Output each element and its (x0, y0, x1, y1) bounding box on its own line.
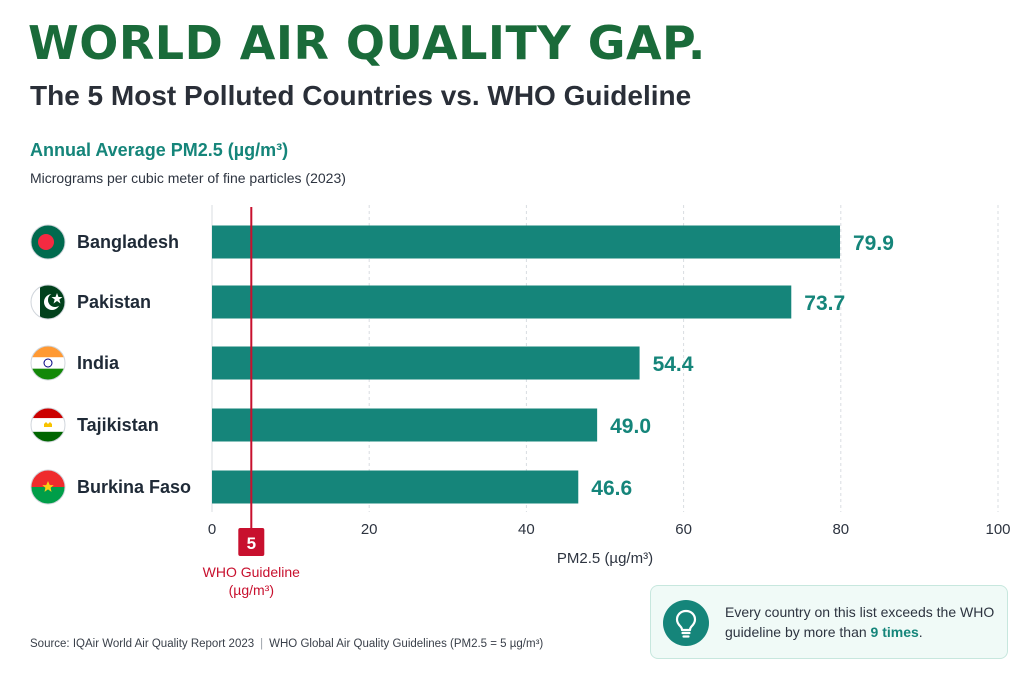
lightbulb-icon (663, 600, 709, 646)
india-flag-icon (30, 345, 66, 381)
x-tick-label: 40 (518, 521, 535, 538)
source-separator: | (260, 638, 264, 650)
country-labels: Bangladesh Pakistan India Tajikistan Burkina… (77, 232, 191, 497)
bar (212, 346, 640, 380)
country-label: Burkina Faso (77, 477, 191, 497)
source-secondary: WHO Global Air Quality Guidelines (PM2.5… (269, 638, 544, 650)
value-label: 54.4 (653, 353, 694, 376)
callout-highlight: 9 times (870, 624, 919, 640)
tajikistan-flag-icon (30, 407, 66, 443)
bar (212, 225, 841, 259)
x-tick-label: 0 (208, 521, 216, 538)
value-label: 73.7 (804, 292, 845, 315)
page-title: WORLD AIR QUALITY GAP. (28, 16, 706, 70)
who-guideline-unit: (µg/m³) (229, 582, 274, 598)
source-note: Source: IQAir World Air Quality Report 2… (30, 638, 543, 650)
bangladesh-flag-icon (30, 224, 66, 260)
callout-box: Every country on this list exceeds the W… (650, 585, 1008, 659)
x-axis-label: PM2.5 (µg/m³) (557, 550, 653, 567)
x-tick-label: 60 (675, 521, 692, 538)
x-tick-label: 20 (361, 521, 378, 538)
x-tick-label: 80 (832, 521, 849, 538)
source-primary: Source: IQAir World Air Quality Report 2… (30, 638, 255, 650)
value-label: 46.6 (591, 477, 632, 500)
metric-title: Annual Average PM2.5 (µg/m³) (30, 140, 289, 160)
who-guideline: 5 WHO Guideline (µg/m³) (203, 207, 300, 598)
country-label: Tajikistan (77, 415, 159, 435)
who-guideline-label: WHO Guideline (203, 564, 300, 580)
metric-subtitle: Micrograms per cubic meter of fine parti… (30, 170, 346, 186)
burkina-faso-flag-icon (30, 469, 66, 505)
bar (212, 285, 792, 319)
country-label: India (77, 353, 120, 373)
pakistan-flag-icon (30, 284, 66, 320)
x-axis: 0 20 40 60 80 100 PM2.5 (µg/m³) (208, 521, 1011, 567)
value-label: 49.0 (610, 415, 651, 438)
page-subtitle: The 5 Most Polluted Countries vs. WHO Gu… (30, 80, 692, 111)
value-labels: 79.9 73.7 54.4 49.0 46.6 (591, 232, 894, 500)
country-label: Pakistan (77, 292, 151, 312)
flags (30, 224, 66, 505)
country-label: Bangladesh (77, 232, 179, 252)
bars (212, 225, 841, 504)
bar (212, 408, 598, 442)
who-guideline-value: 5 (247, 534, 256, 553)
callout-text: Every country on this list exceeds the W… (725, 604, 995, 640)
who-guideline-badge (238, 528, 265, 556)
value-label: 79.9 (853, 232, 894, 255)
x-tick-label: 100 (985, 521, 1010, 538)
bar (212, 470, 579, 504)
